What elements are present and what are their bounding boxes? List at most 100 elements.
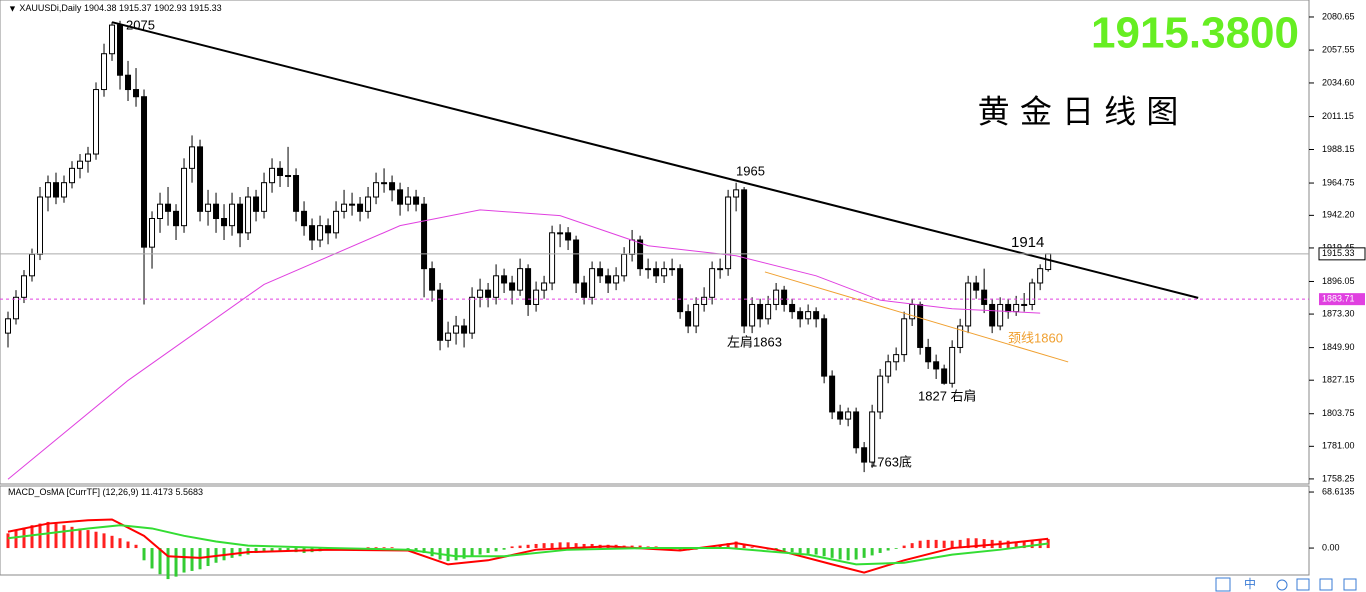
histogram-bar bbox=[518, 545, 522, 549]
candle-body bbox=[469, 296, 476, 334]
candle-body bbox=[933, 361, 940, 370]
histogram-bar bbox=[454, 548, 458, 561]
candle-body bbox=[917, 303, 924, 348]
histogram-bar bbox=[894, 548, 898, 549]
y-tick-label: 1942.20 bbox=[1322, 210, 1355, 220]
candle-body bbox=[709, 268, 716, 298]
histogram-bar bbox=[510, 546, 514, 549]
histogram-bar bbox=[166, 548, 170, 580]
histogram-bar bbox=[62, 525, 66, 549]
y-tick-label: 1988.15 bbox=[1322, 144, 1355, 154]
histogram-bar bbox=[750, 547, 754, 549]
histogram-bar bbox=[926, 539, 930, 549]
price-box bbox=[1318, 247, 1366, 261]
annotation: 1763底 bbox=[870, 454, 912, 469]
candle-body bbox=[669, 268, 676, 271]
toolbar-icon[interactable] bbox=[1343, 578, 1357, 591]
candle-body bbox=[13, 296, 20, 320]
candle-body bbox=[485, 289, 492, 298]
histogram-bar bbox=[46, 521, 50, 549]
histogram-bar bbox=[582, 543, 586, 549]
histogram-bar bbox=[94, 531, 98, 549]
histogram-bar bbox=[462, 548, 466, 559]
candle-body bbox=[293, 175, 300, 212]
candle-body bbox=[773, 289, 780, 305]
y-tick-label: 1964.75 bbox=[1322, 177, 1355, 187]
annotation: 1827 右肩 bbox=[918, 388, 977, 403]
candle-body bbox=[813, 311, 820, 320]
candle-body bbox=[573, 239, 580, 284]
histogram-bar bbox=[782, 548, 786, 552]
candle-body bbox=[165, 203, 172, 212]
candle-body bbox=[645, 268, 652, 271]
candle-body bbox=[69, 167, 76, 184]
candle-body bbox=[861, 447, 868, 463]
histogram-bar bbox=[1014, 541, 1018, 549]
candle-body bbox=[29, 253, 36, 277]
candle-body bbox=[957, 325, 964, 348]
histogram-bar bbox=[230, 548, 234, 558]
histogram-bar bbox=[270, 548, 274, 552]
y-tick-label: 1781.00 bbox=[1322, 441, 1355, 451]
candle-body bbox=[733, 189, 740, 198]
candle-body bbox=[597, 268, 604, 277]
histogram-bar bbox=[78, 528, 82, 549]
candle-body bbox=[389, 182, 396, 191]
macd-name: MACD_OsMA [CurrTF] (12,26,9) bbox=[8, 487, 139, 497]
candle-body bbox=[789, 303, 796, 313]
histogram-bar bbox=[486, 548, 490, 553]
price-label: 1915.33 bbox=[1322, 248, 1355, 258]
macd-title: MACD_OsMA [CurrTF] (12,26,9) 11.4173 5.5… bbox=[8, 487, 203, 497]
candle-body bbox=[997, 303, 1004, 327]
histogram-bar bbox=[854, 548, 858, 560]
candle-body bbox=[221, 218, 228, 227]
candle-body bbox=[717, 268, 724, 271]
histogram-bar bbox=[414, 548, 418, 551]
y-tick-label: 1849.90 bbox=[1322, 342, 1355, 352]
histogram-bar bbox=[406, 548, 410, 549]
toolbar-icon[interactable] bbox=[1276, 579, 1288, 591]
heading: 黄 金 日 线 图 bbox=[978, 93, 1179, 131]
histogram-bar bbox=[54, 523, 58, 549]
candle-body bbox=[181, 167, 188, 227]
histogram-bar bbox=[902, 545, 906, 549]
histogram-bar bbox=[38, 523, 42, 549]
histogram-bar bbox=[790, 548, 794, 553]
candle-body bbox=[253, 196, 260, 212]
candle-body bbox=[373, 182, 380, 198]
symbol: XAUUSDi,Daily bbox=[19, 3, 82, 13]
annotation: 2075 bbox=[126, 17, 155, 32]
candle-body bbox=[317, 225, 324, 241]
toolbar-label[interactable]: 中 bbox=[1244, 576, 1256, 591]
histogram-bar bbox=[126, 541, 130, 549]
histogram-bar bbox=[862, 548, 866, 558]
histogram-bar bbox=[574, 543, 578, 549]
moving-average bbox=[7, 209, 1041, 480]
histogram-bar bbox=[366, 547, 370, 549]
candle-body bbox=[445, 332, 452, 341]
histogram-bar bbox=[558, 542, 562, 549]
macd-value: 11.4173 bbox=[141, 487, 173, 497]
candle-body bbox=[21, 275, 28, 298]
histogram-bar bbox=[1030, 540, 1034, 549]
annotation: 颈线1860 bbox=[1008, 330, 1063, 345]
candle-body bbox=[1037, 268, 1044, 284]
candle-body bbox=[77, 160, 84, 169]
candle-body bbox=[405, 196, 412, 205]
candle-body bbox=[245, 196, 252, 234]
candle-body bbox=[85, 153, 92, 162]
histogram-bar bbox=[118, 538, 122, 549]
y-tick-label: 2011.15 bbox=[1322, 111, 1354, 121]
candle-body bbox=[437, 289, 444, 341]
histogram-bar bbox=[1022, 541, 1026, 549]
candle-body bbox=[173, 210, 180, 227]
candle-body bbox=[829, 375, 836, 413]
toolbar-icon[interactable] bbox=[1215, 577, 1231, 592]
candle-body bbox=[197, 146, 204, 212]
y-tick-label: 0.00 bbox=[1322, 542, 1340, 552]
candle-body bbox=[325, 225, 332, 234]
histogram-bar bbox=[638, 545, 642, 549]
candle-body bbox=[869, 411, 876, 463]
toolbar-icon[interactable] bbox=[1319, 578, 1333, 591]
toolbar-icon[interactable] bbox=[1296, 578, 1310, 591]
